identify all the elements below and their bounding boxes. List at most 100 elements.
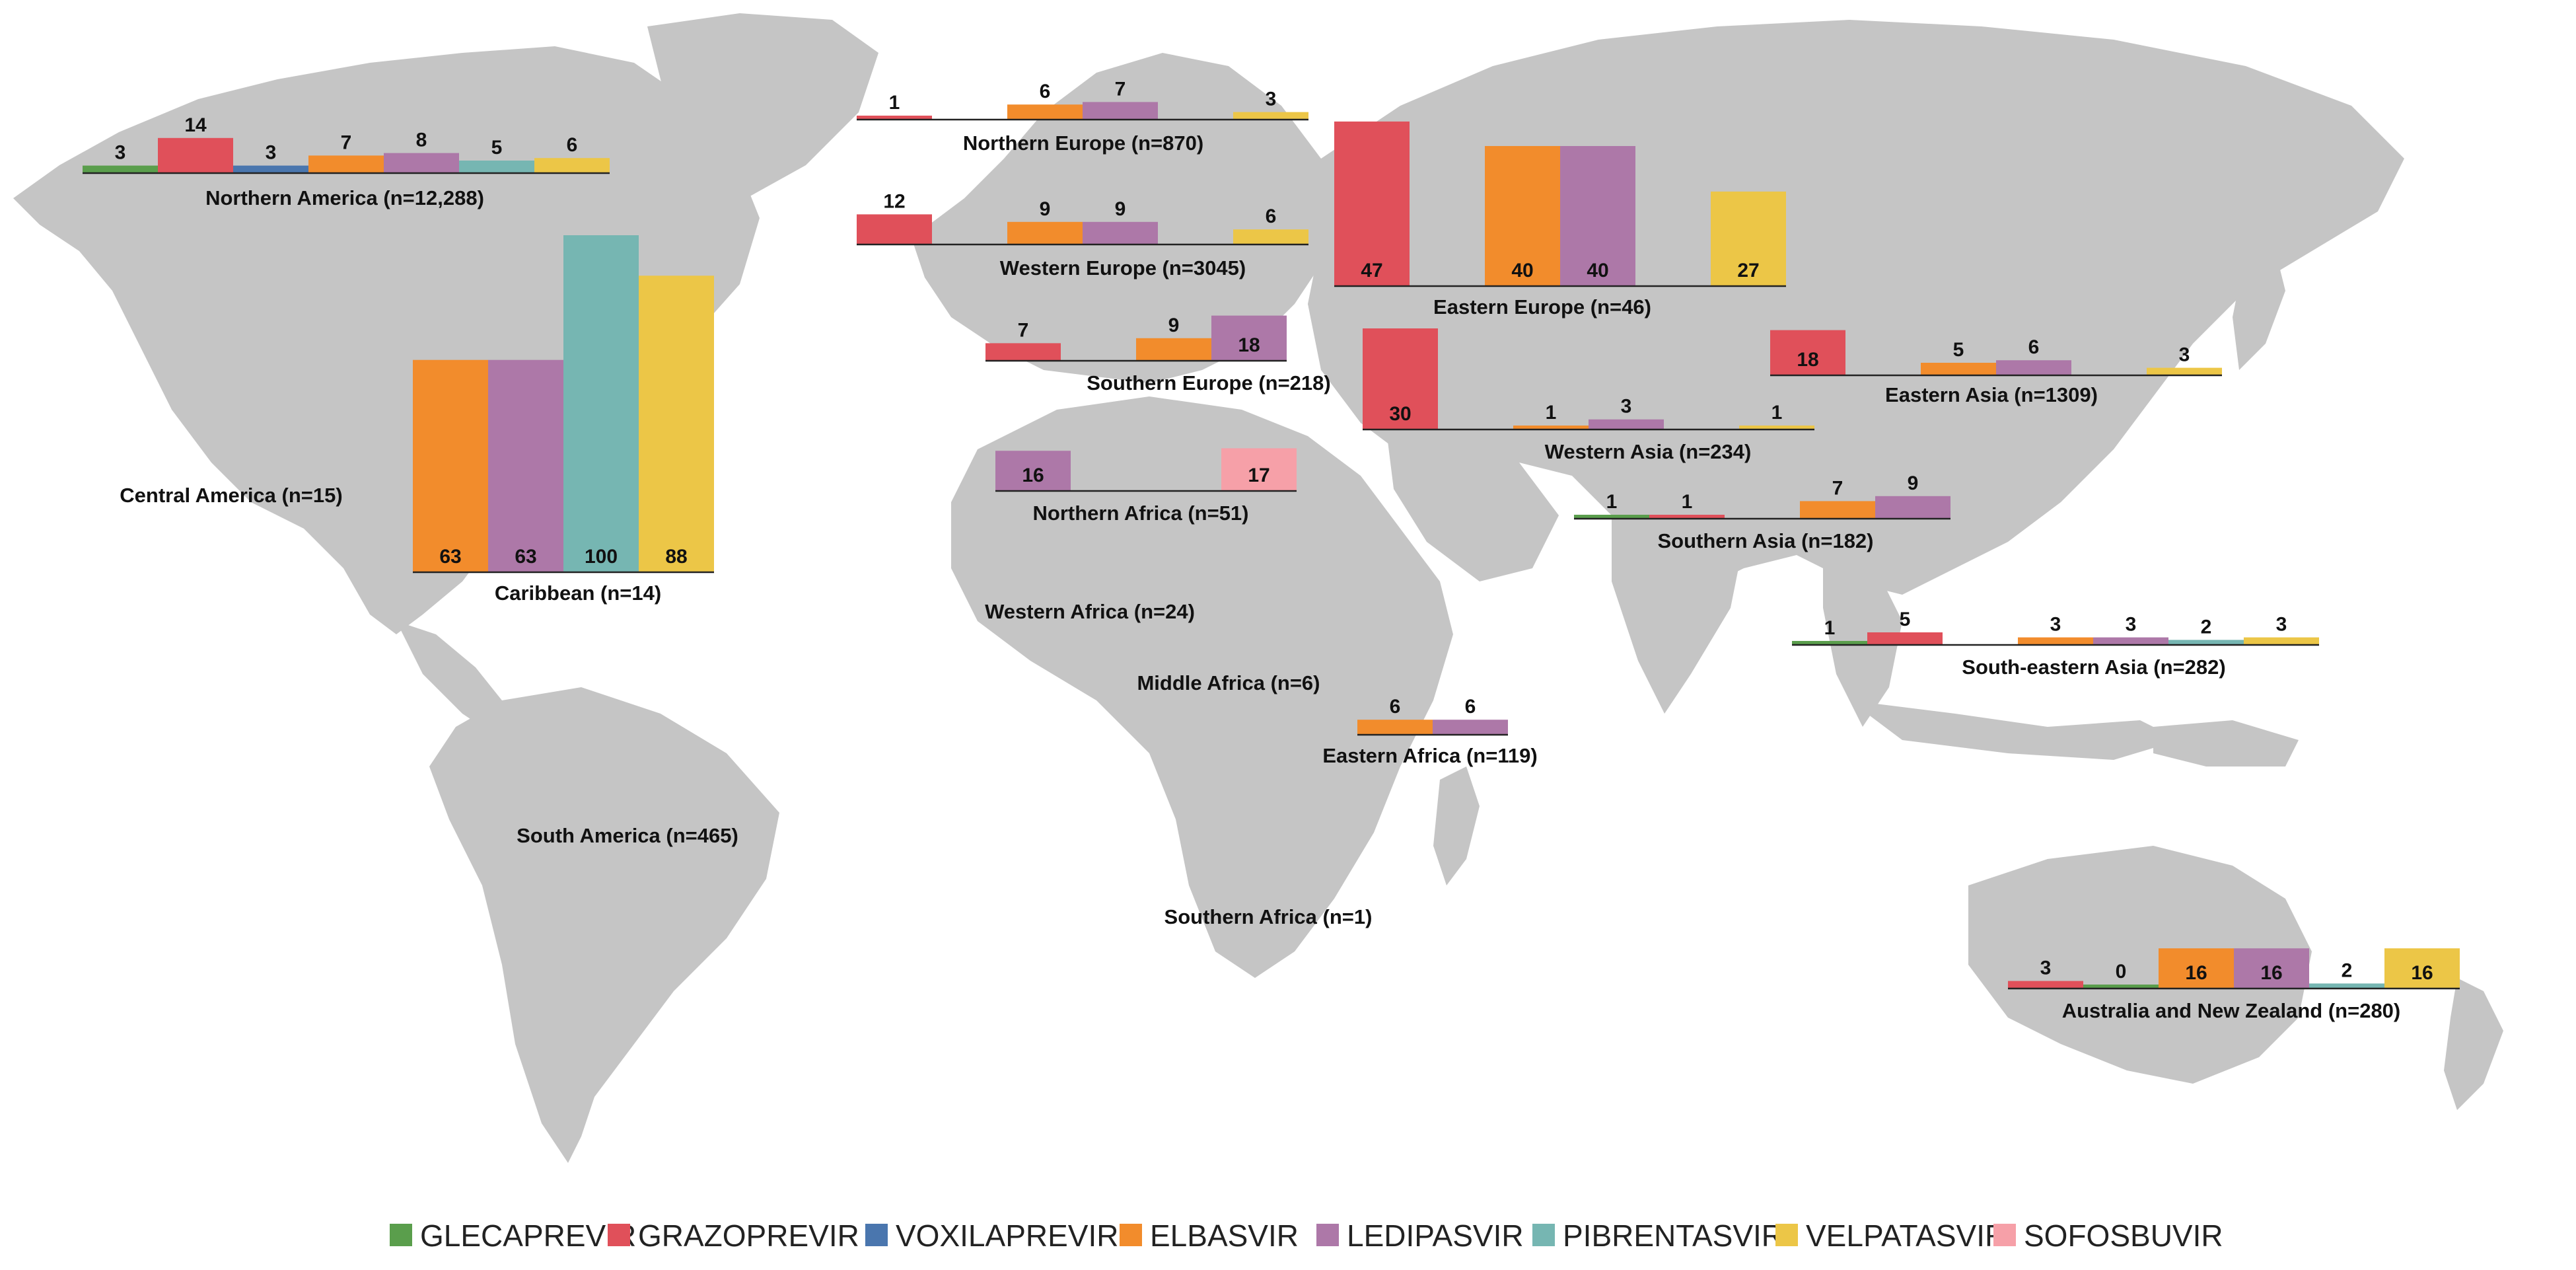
region-label: Southern Asia (n=182): [1657, 529, 1873, 552]
chart-southern-europe-n-218-: 7 9 18 Southern Europe (n=218): [985, 315, 1331, 394]
bar-velpatasvir: [639, 276, 714, 572]
bar-grazoprevir: [857, 214, 932, 244]
value-label: 16: [1022, 465, 1044, 486]
value-label: 100: [585, 546, 618, 568]
region-label-group: Central America (n=15) Western Africa (n…: [120, 484, 1372, 928]
value-label: 1: [1824, 617, 1836, 639]
value-label: 6: [1390, 696, 1401, 718]
legend-swatch: [608, 1224, 630, 1246]
value-label: 1: [889, 92, 900, 114]
bar-glecaprevir: [83, 165, 158, 173]
region-label-southern-africa: Southern Africa (n=1): [1164, 905, 1373, 928]
bar-ledipasvir: [2093, 637, 2168, 645]
bar-ledipasvir: [384, 153, 459, 173]
value-label: 9: [1168, 315, 1180, 336]
bar-velpatasvir: [2244, 637, 2319, 645]
bar-elbasvir: [308, 155, 384, 173]
bar-ledipasvir: [995, 451, 1071, 491]
value-label: 5: [1900, 609, 1911, 630]
value-label: 3: [2050, 614, 2061, 636]
bar-velpatasvir: [2384, 948, 2460, 989]
legend-label: SOFOSBUVIR: [2024, 1218, 2223, 1253]
landmass-india: [1612, 502, 1744, 714]
legend-swatch: [390, 1224, 412, 1246]
landmass-europe: [912, 53, 1334, 383]
region-label: Northern Europe (n=870): [963, 131, 1203, 155]
bar-grazoprevir: [2008, 981, 2083, 989]
bar-grazoprevir: [1867, 632, 1943, 645]
value-label: 27: [1737, 260, 1759, 281]
bar-ledipasvir: [1211, 315, 1287, 361]
value-label: 6: [567, 134, 578, 156]
value-label: 12: [883, 190, 905, 212]
value-label: 7: [1115, 78, 1126, 100]
bar-ledipasvir: [1433, 720, 1508, 735]
value-label: 40: [1511, 260, 1533, 281]
landmass-greenland: [647, 13, 878, 198]
region-label: Southern Europe (n=218): [1087, 371, 1330, 394]
landmass-south-america: [429, 687, 779, 1163]
value-label: 18: [1797, 349, 1818, 371]
legend-label: VELPATASVIR: [1806, 1218, 2007, 1253]
bar-pibrentasvir: [2309, 983, 2384, 989]
landmass-australia: [1968, 846, 2312, 1084]
landmass-new-zealand: [2444, 978, 2503, 1110]
legend-label: VOXILAPREVIR: [896, 1218, 1118, 1253]
region-label: Eastern Europe (n=46): [1433, 295, 1651, 318]
value-label: 6: [2028, 336, 2040, 358]
value-label: 3: [2040, 957, 2052, 979]
bar-grazoprevir: [1363, 328, 1438, 430]
bar-grazoprevir: [158, 137, 233, 173]
legend-item-velpatasvir: VELPATASVIR: [1775, 1218, 2007, 1253]
bar-elbasvir: [1007, 221, 1083, 244]
region-label: Eastern Africa (n=119): [1322, 744, 1537, 767]
legend-swatch: [1532, 1224, 1555, 1246]
value-label: 7: [1832, 477, 1843, 499]
region-label-western-africa: Western Africa (n=24): [985, 600, 1195, 623]
landmass-indonesia: [1849, 700, 2180, 760]
value-label: 5: [491, 137, 503, 159]
value-label: 2: [2201, 616, 2212, 638]
chart-southern-asia-n-182-: 1 1 7 9 Southern Asia (n=182): [1574, 472, 1950, 552]
landmass-africa: [951, 396, 1453, 978]
value-label: 7: [1018, 319, 1029, 341]
legend-item-glecaprevir: GLECAPREVIR: [390, 1218, 636, 1253]
value-label: 6: [1266, 205, 1277, 227]
bar-glecaprevir: [2083, 985, 2159, 989]
bar-elbasvir: [1513, 426, 1589, 430]
bar-elbasvir: [2159, 948, 2234, 989]
legend-item-sofosbuvir: SOFOSBUVIR: [1993, 1218, 2223, 1253]
value-label: 40: [1587, 260, 1608, 281]
chart-eastern-europe-n-46-: 47 40 40 27 Eastern Europe (n=46): [1334, 121, 1786, 318]
landmass-new-guinea: [2153, 720, 2299, 766]
value-label: 1: [1546, 402, 1557, 424]
value-label: 14: [184, 114, 207, 136]
chart-eastern-africa-n-119-: 6 6 Eastern Africa (n=119): [1322, 696, 1537, 767]
legend-label: GRAZOPREVIR: [638, 1218, 859, 1253]
value-label: 3: [266, 142, 277, 164]
legend-swatch: [1316, 1224, 1339, 1246]
legend-swatch: [1120, 1224, 1142, 1246]
bar-pibrentasvir: [563, 235, 639, 572]
value-label: 3: [2179, 344, 2190, 366]
value-label: 0: [2116, 961, 2127, 983]
landmass-north-america: [13, 46, 760, 634]
value-label: 9: [1908, 472, 1919, 494]
bar-velpatasvir: [1233, 229, 1308, 244]
bar-ledipasvir: [488, 359, 563, 572]
value-label: 1: [1771, 402, 1783, 424]
bar-grazoprevir: [985, 343, 1061, 361]
bar-elbasvir: [2018, 637, 2093, 645]
value-label: 1: [1682, 491, 1693, 513]
legend-item-ledipasvir: LEDIPASVIR: [1316, 1218, 1524, 1253]
value-label: 9: [1115, 198, 1126, 220]
value-label: 16: [2185, 962, 2207, 984]
legend-label: ELBASVIR: [1150, 1218, 1299, 1253]
bar-elbasvir: [1007, 104, 1083, 120]
bar-elbasvir: [1136, 338, 1211, 361]
region-label-central-america: Central America (n=15): [120, 484, 342, 507]
region-label: Caribbean (n=14): [495, 581, 661, 605]
bar-ledipasvir: [2234, 948, 2309, 989]
legend-label: GLECAPREVIR: [420, 1218, 636, 1253]
